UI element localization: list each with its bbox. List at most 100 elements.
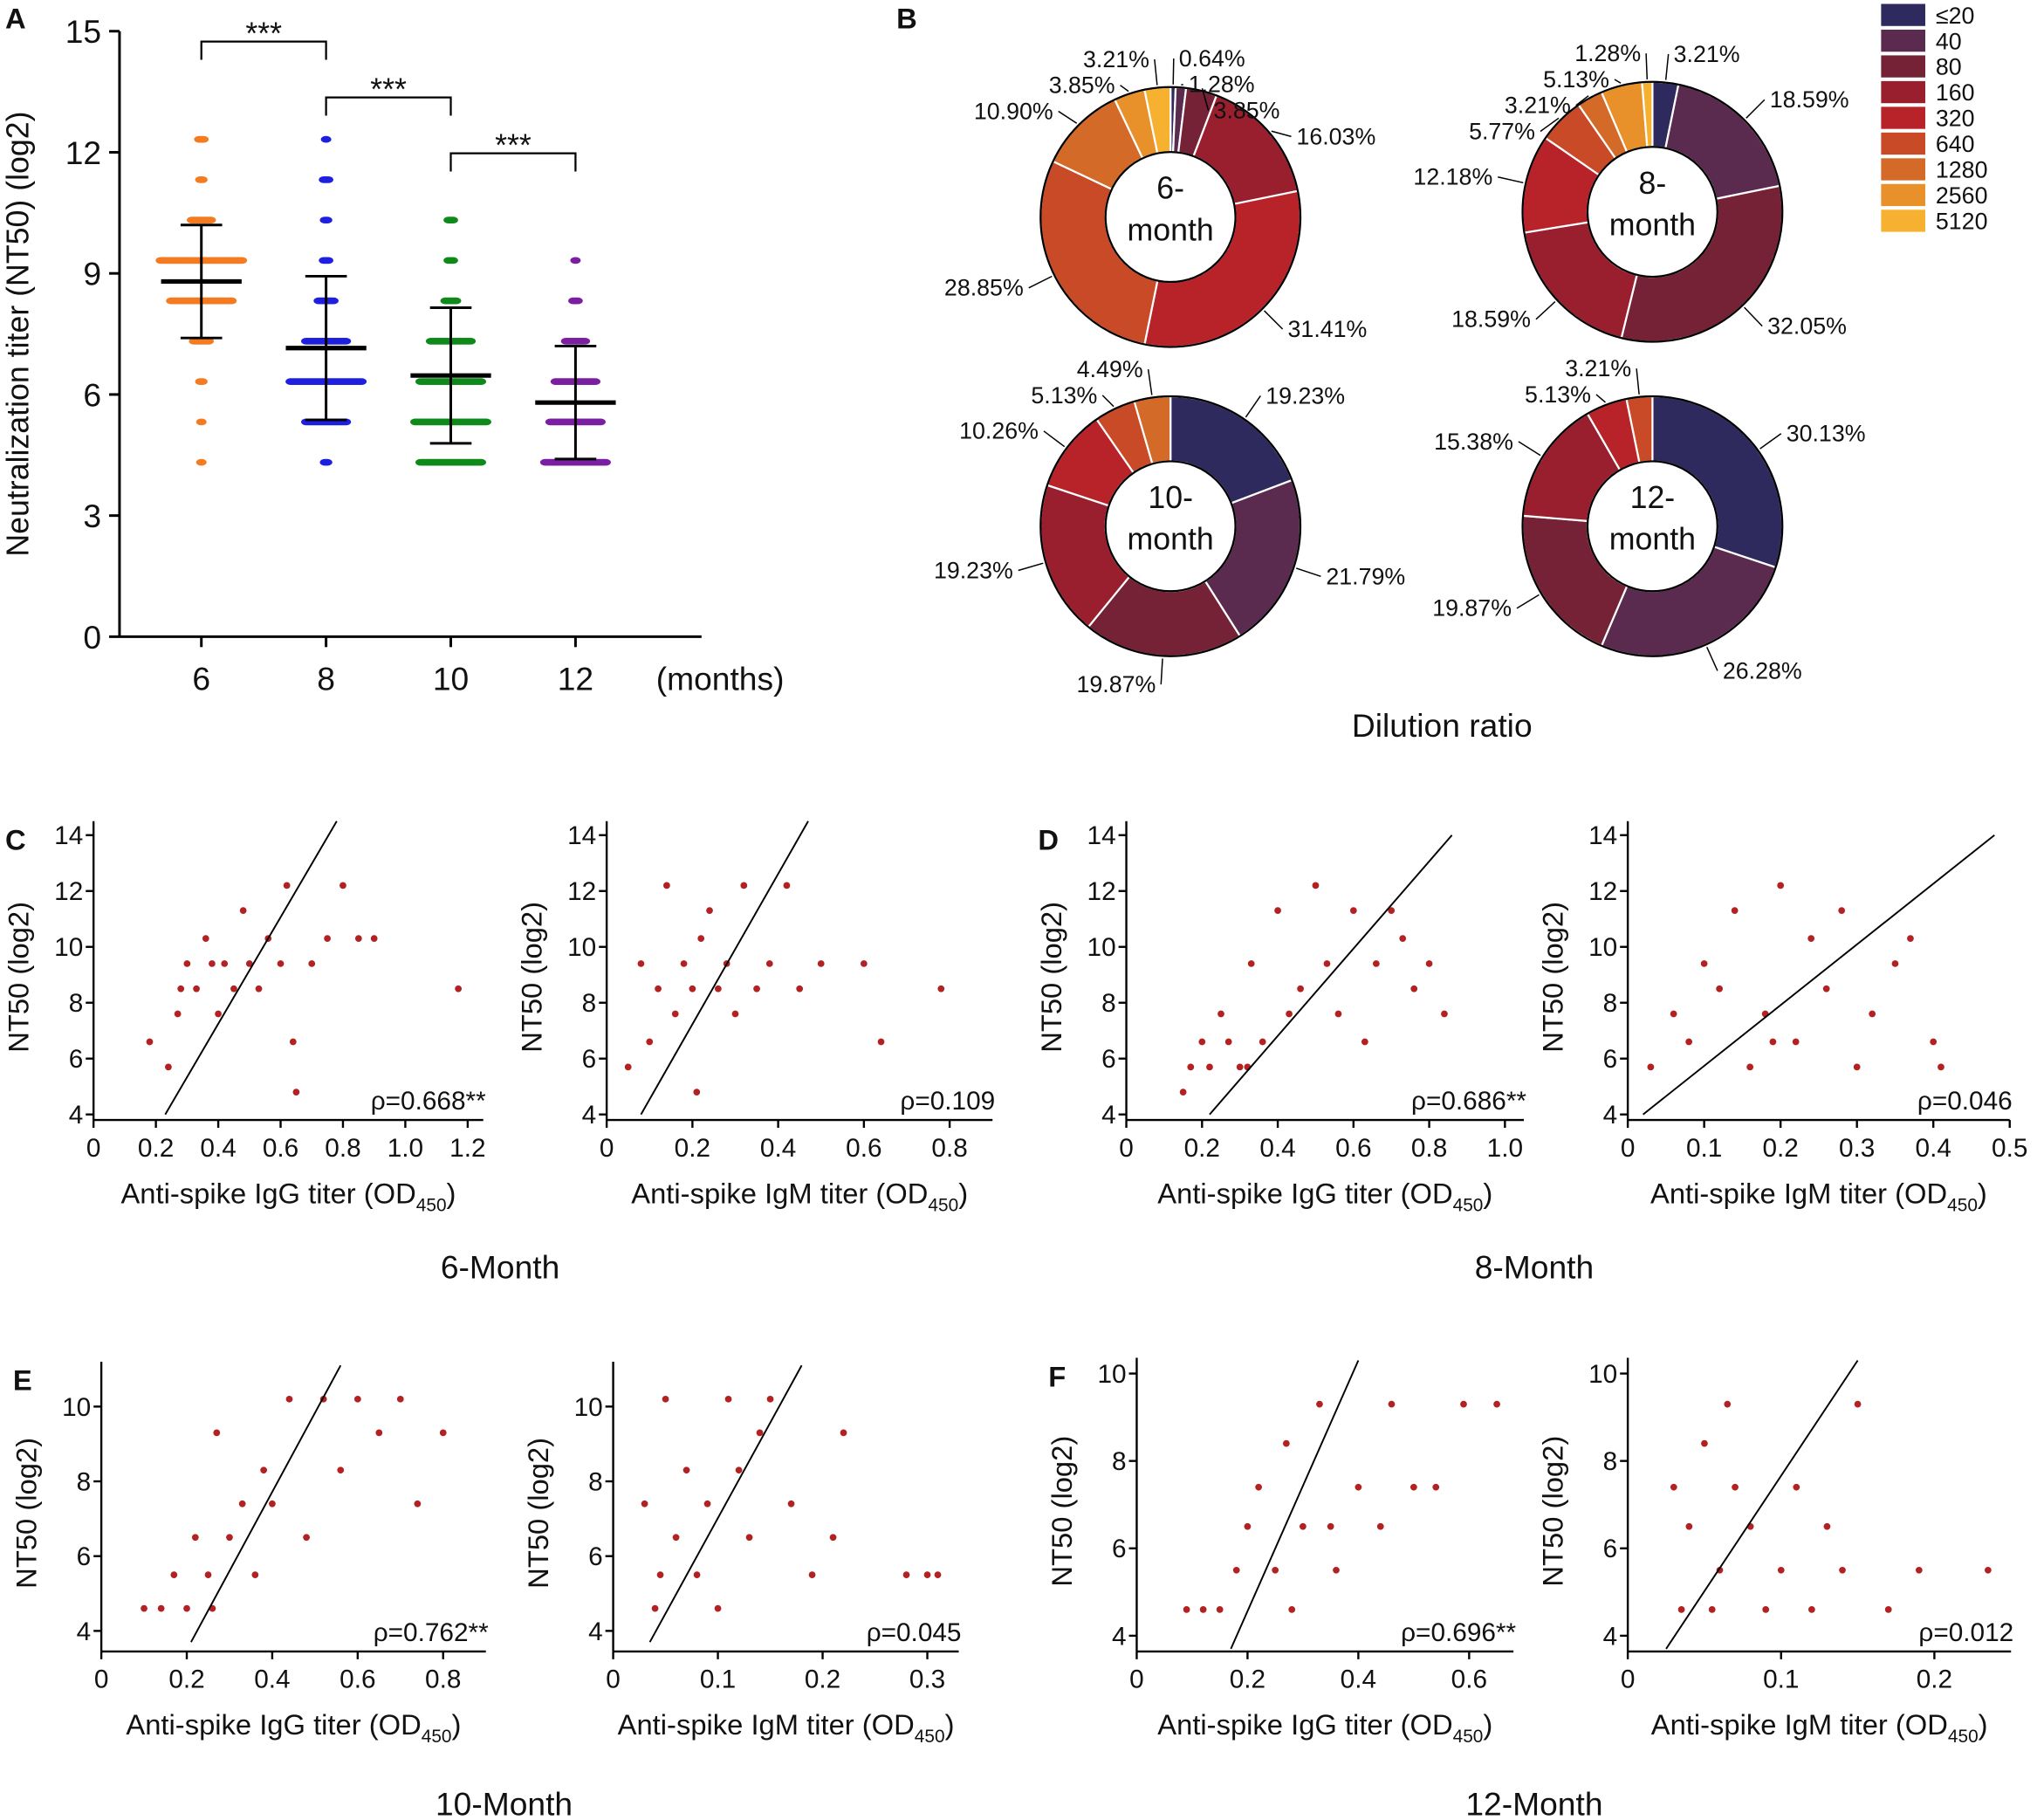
y-tick-label: 14 [567,821,596,850]
donut-center-label: 6- [1156,171,1184,206]
dot [328,297,339,305]
y-tick-label: 4 [69,1101,84,1130]
x-axis-label-text: Anti-spike IgG titer (OD [120,1177,415,1209]
point [1854,1400,1862,1408]
point [1441,1010,1448,1018]
point [337,1466,345,1474]
leader-line [1264,310,1284,330]
correlation-annotation: ρ=0.668** [371,1087,486,1116]
x-axis-label-subscript: 450 [1948,1727,1979,1747]
value-label: 5.13% [1543,66,1609,93]
point [697,935,705,943]
y-tick-label: 8 [1112,1447,1127,1476]
x-tick-label: 0.4 [1341,1665,1376,1694]
correlation-annotation: ρ=0.696** [1401,1618,1516,1647]
value-label: 16.03% [1296,123,1375,149]
point [1216,1605,1224,1613]
dot [323,257,333,264]
point [840,1429,847,1437]
point [1685,1522,1693,1530]
point [283,882,291,889]
point [1388,1400,1396,1408]
x-axis-label-subscript: 450 [416,1195,447,1215]
y-tick-label: 4 [582,1101,597,1130]
x-tick-label: 0.2 [805,1665,840,1694]
point [1187,1063,1195,1071]
leader-line [1575,95,1589,106]
x-axis-label: Anti-spike IgG titer (OD450) [1157,1708,1492,1747]
value-label: 5.13% [1031,382,1097,409]
point [1762,1605,1770,1613]
y-tick-label: 6 [588,1542,603,1571]
x-tick-label: 0.8 [931,1134,967,1163]
x-tick-label: 0.2 [1184,1134,1220,1163]
point [937,985,945,992]
x-tick-label: 0 [606,1665,621,1694]
point [829,1534,837,1542]
point [1183,1605,1190,1613]
value-label: 30.13% [1787,421,1866,447]
correlation-annotation: ρ=0.046 [1917,1087,2013,1116]
y-tick-label: 12 [54,877,83,906]
point [340,882,346,889]
x-tick-label: 0.6 [846,1134,881,1163]
dot [481,418,491,426]
point [1259,1038,1266,1046]
x-tick-label: 10 [433,660,469,697]
point [1731,907,1739,915]
y-tick-label: 8 [77,1467,92,1496]
x-tick-label: 0.1 [1763,1665,1799,1694]
point [354,935,362,943]
legend-label: 160 [1936,79,1975,106]
point [1255,1483,1262,1491]
point [703,1500,711,1508]
point [740,882,748,889]
y-tick-label: 10 [574,1393,603,1422]
point [637,960,645,967]
x-tick-label: 0 [94,1665,109,1694]
point [414,1500,422,1508]
point [174,1010,182,1018]
x-axis-label-subscript: 450 [422,1727,452,1747]
value-label: 15.38% [1434,429,1513,455]
point [671,1010,679,1018]
x-tick-label: 0.6 [340,1665,375,1694]
point [292,1089,300,1095]
x-tick-label: 0.1 [1686,1134,1722,1163]
dot [237,257,248,264]
value-label: 3.85% [1214,98,1280,124]
x-axis-label-text: Anti-spike IgG titer (OD [1157,1708,1452,1741]
x-axis-label: (months) [656,660,785,697]
point [193,985,200,992]
point [1236,1063,1244,1071]
y-tick-label: 10 [54,933,83,962]
point [753,985,760,992]
leader-line [1043,430,1066,448]
point [303,1534,310,1542]
point [1282,1439,1290,1447]
leader-line [1535,301,1556,320]
point [1376,1522,1384,1530]
x-axis-label: Anti-spike IgG titer (OD450) [1157,1177,1492,1215]
x-tick-label: 0.8 [325,1134,360,1163]
x-tick-label: 0.6 [1451,1665,1487,1694]
point [141,1604,147,1612]
point [157,1604,165,1612]
value-label: 18.59% [1770,86,1849,113]
y-tick-label: 12 [65,134,101,171]
value-label: 19.87% [1076,671,1156,697]
value-label: 5.77% [1469,118,1535,144]
x-axis-label-end: ) [1978,1177,1987,1209]
x-tick-label: 0.4 [760,1134,796,1163]
point [165,1063,172,1071]
x-tick-label: 0 [1119,1134,1134,1163]
legend-label: ≤20 [1936,3,1975,29]
point [1724,1400,1732,1408]
leader-line [1172,58,1175,85]
point [808,1571,816,1578]
point [663,882,670,889]
fit-line [640,821,809,1116]
x-axis-label-end: ) [452,1708,462,1741]
point [226,1534,233,1542]
